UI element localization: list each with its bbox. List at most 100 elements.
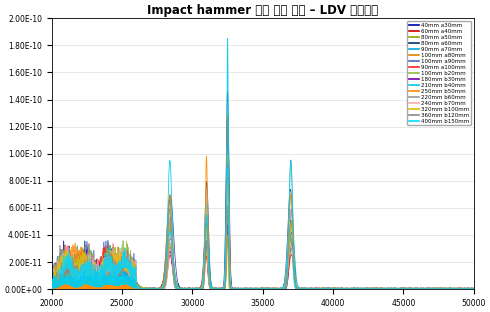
360mm b120mm [362, 287, 368, 291]
180mm b30mm [298, 287, 304, 290]
40mm a30mm [225, 114, 231, 117]
320mm b100mm [384, 287, 390, 290]
Line: 250mm b50mm: 250mm b50mm [52, 115, 474, 289]
Line: 100mm a80mm: 100mm a80mm [52, 227, 474, 289]
Legend: 40mm a30mm, 60mm a40mm, 80mm a50mm, 80mm a60mm, 90mm a70mm, 100mm a80mm, 100mm a: 40mm a30mm, 60mm a40mm, 80mm a50mm, 80mm… [407, 21, 471, 125]
320mm b100mm [179, 287, 185, 291]
180mm b30mm [70, 269, 76, 273]
220mm b60mm [317, 287, 323, 291]
100mm a80mm [49, 280, 55, 284]
90mm a100mm [317, 287, 323, 291]
Line: 80mm a60mm: 80mm a60mm [52, 91, 474, 289]
100mm a80mm [362, 287, 368, 291]
250mm b50mm [49, 279, 55, 283]
60mm a40mm [298, 287, 304, 290]
320mm b100mm [225, 153, 231, 156]
100mm a80mm [298, 287, 304, 290]
250mm b50mm [363, 287, 369, 291]
90mm a100mm [471, 287, 477, 291]
60mm a40mm [201, 241, 207, 245]
90mm a100mm [70, 268, 76, 272]
240mm b70mm [49, 275, 55, 278]
400mm b150mm [201, 239, 207, 243]
100mm a90mm [201, 246, 207, 250]
80mm a60mm [49, 281, 55, 285]
320mm b100mm [317, 287, 323, 290]
80mm a60mm [334, 287, 340, 291]
60mm a40mm [311, 287, 317, 291]
400mm b150mm [384, 287, 390, 290]
Line: 90mm a70mm: 90mm a70mm [52, 144, 474, 289]
100mm b20mm [224, 219, 230, 222]
80mm a60mm [471, 287, 477, 291]
40mm a30mm [70, 267, 76, 271]
100mm a90mm [471, 287, 477, 291]
100mm a90mm [362, 287, 368, 291]
360mm b120mm [317, 286, 323, 290]
220mm b60mm [49, 283, 55, 286]
100mm b20mm [362, 287, 368, 291]
40mm a30mm [384, 287, 390, 290]
90mm a70mm [362, 287, 368, 291]
400mm b150mm [317, 286, 323, 290]
250mm b50mm [317, 287, 323, 290]
100mm a90mm [352, 287, 358, 291]
60mm a40mm [471, 287, 477, 290]
90mm a70mm [471, 287, 477, 291]
210mm b40mm [384, 287, 390, 290]
90mm a70mm [49, 278, 55, 282]
180mm b30mm [49, 284, 55, 288]
80mm a60mm [362, 287, 368, 290]
80mm a60mm [224, 90, 230, 93]
360mm b120mm [288, 158, 294, 162]
60mm a40mm [384, 287, 390, 291]
40mm a30mm [298, 287, 304, 291]
90mm a100mm [384, 287, 390, 290]
240mm b70mm [384, 287, 390, 290]
Line: 40mm a30mm: 40mm a30mm [52, 115, 474, 289]
90mm a70mm [224, 143, 230, 146]
100mm b20mm [384, 287, 390, 291]
210mm b40mm [336, 287, 342, 291]
360mm b120mm [384, 287, 390, 291]
210mm b40mm [298, 286, 304, 290]
80mm a60mm [384, 287, 390, 291]
100mm a90mm [298, 287, 304, 291]
40mm a30mm [49, 276, 55, 280]
180mm b30mm [471, 287, 477, 291]
360mm b120mm [471, 287, 477, 290]
60mm a40mm [317, 287, 323, 291]
210mm b40mm [201, 254, 207, 258]
Line: 360mm b120mm: 360mm b120mm [52, 160, 474, 289]
400mm b150mm [298, 286, 304, 290]
Line: 60mm a40mm: 60mm a40mm [52, 205, 474, 289]
240mm b70mm [365, 287, 371, 291]
250mm b50mm [471, 287, 477, 290]
360mm b120mm [49, 286, 55, 290]
220mm b60mm [225, 203, 231, 207]
400mm b150mm [70, 276, 76, 280]
100mm a90mm [70, 273, 76, 277]
Line: 180mm b30mm: 180mm b30mm [52, 226, 474, 289]
400mm b150mm [362, 286, 368, 290]
Title: Impact hammer 타격 높이 변화 – LDV 공명신호: Impact hammer 타격 높이 변화 – LDV 공명신호 [147, 4, 378, 17]
90mm a100mm [298, 287, 304, 290]
320mm b100mm [201, 239, 207, 242]
210mm b40mm [317, 286, 323, 290]
90mm a100mm [49, 280, 55, 284]
40mm a30mm [471, 287, 477, 291]
90mm a70mm [317, 287, 323, 290]
90mm a100mm [224, 207, 230, 211]
Line: 220mm b60mm: 220mm b60mm [52, 205, 474, 289]
210mm b40mm [471, 287, 477, 291]
Line: 90mm a100mm: 90mm a100mm [52, 209, 474, 289]
220mm b60mm [471, 287, 477, 291]
400mm b150mm [224, 166, 230, 169]
80mm a50mm [49, 277, 55, 281]
180mm b30mm [225, 224, 231, 227]
80mm a50mm [444, 287, 450, 291]
240mm b70mm [224, 186, 230, 190]
220mm b60mm [298, 287, 304, 291]
Line: 400mm b150mm: 400mm b150mm [52, 168, 474, 289]
100mm a80mm [201, 276, 207, 280]
